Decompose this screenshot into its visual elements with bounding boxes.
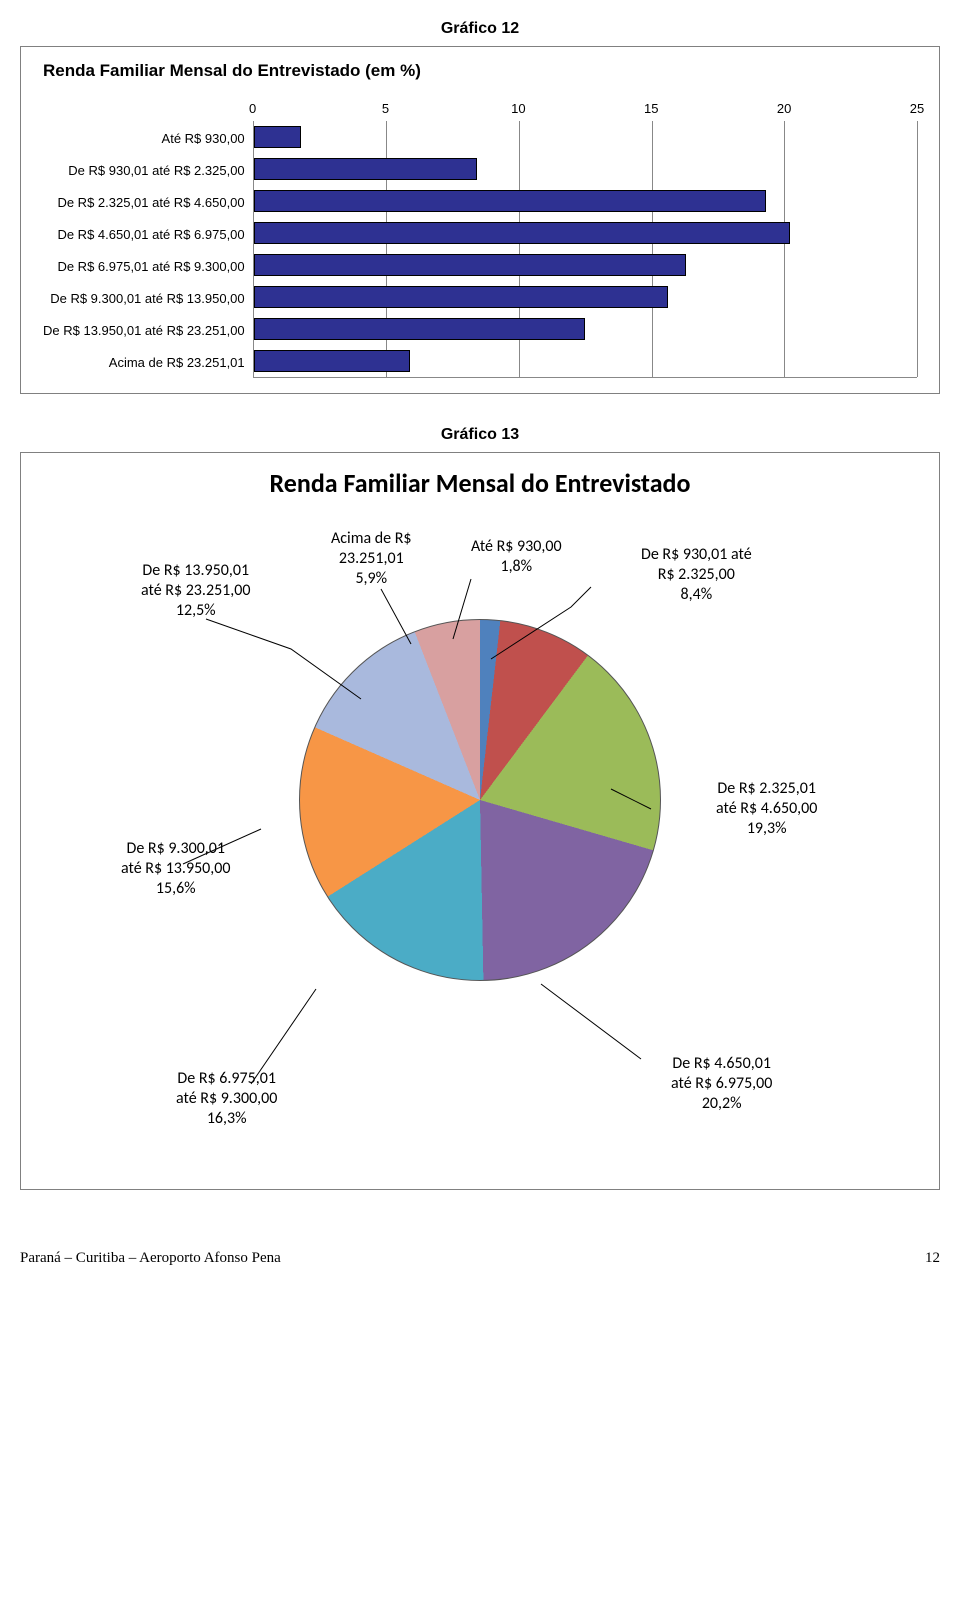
pie-callout: Acima de R$23.251,015,9%	[331, 529, 412, 589]
chart12-x-axis: 0510152025	[253, 101, 917, 121]
chart12-plot: 0510152025	[253, 101, 917, 379]
chart12-category: De R$ 2.325,01 até R$ 4.650,00	[43, 187, 245, 219]
chart12-gridline	[652, 121, 653, 377]
chart12-bar	[254, 126, 302, 148]
pie-callout: De R$ 4.650,01até R$ 6.975,0020,2%	[671, 1054, 772, 1114]
chart12-x-tick: 25	[910, 101, 924, 116]
chart13-box: Renda Familiar Mensal do Entrevistado Ac…	[20, 452, 940, 1190]
chart12-x-tick: 5	[382, 101, 389, 116]
chart12-heading: Gráfico 12	[20, 20, 940, 38]
pie-callout: De R$ 6.975,01até R$ 9.300,0016,3%	[176, 1069, 277, 1129]
pie-wrap	[299, 619, 661, 981]
footer-left: Paraná – Curitiba – Aeroporto Afonso Pen…	[20, 1250, 281, 1267]
chart12-bar	[254, 254, 687, 276]
chart12-box: Renda Familiar Mensal do Entrevistado (e…	[20, 46, 940, 394]
chart12-category: Acima de R$ 23.251,01	[43, 347, 245, 379]
pie-callout: De R$ 13.950,01até R$ 23.251,0012,5%	[141, 561, 251, 621]
chart13-heading: Gráfico 13	[20, 426, 940, 444]
leader-line	[541, 984, 641, 1059]
page-footer: Paraná – Curitiba – Aeroporto Afonso Pen…	[20, 1250, 940, 1267]
chart12-category-labels: Até R$ 930,00De R$ 930,01 até R$ 2.325,0…	[43, 101, 253, 379]
chart12-category: Até R$ 930,00	[43, 123, 245, 155]
chart12-category: De R$ 13.950,01 até R$ 23.251,00	[43, 315, 245, 347]
chart12-title: Renda Familiar Mensal do Entrevistado (e…	[43, 61, 917, 81]
chart12-x-tick: 20	[777, 101, 791, 116]
chart12-bar	[254, 286, 668, 308]
chart12-bar	[254, 158, 477, 180]
chart12-x-tick: 0	[249, 101, 256, 116]
footer-page-number: 12	[925, 1250, 940, 1267]
chart13-body: Acima de R$23.251,015,9% Até R$ 930,001,8…	[31, 529, 929, 1169]
chart12-bar	[254, 222, 790, 244]
pie-callout: De R$ 930,01 atéR$ 2.325,008,4%	[641, 545, 752, 605]
chart12-area: Até R$ 930,00De R$ 930,01 até R$ 2.325,0…	[43, 101, 917, 379]
chart12-bars	[253, 121, 917, 378]
pie-callout: De R$ 9.300,01até R$ 13.950,0015,6%	[121, 839, 231, 899]
chart12-x-tick: 15	[644, 101, 658, 116]
chart12-category: De R$ 4.650,01 até R$ 6.975,00	[43, 219, 245, 251]
pie-chart	[299, 619, 661, 981]
chart12-category: De R$ 9.300,01 até R$ 13.950,00	[43, 283, 245, 315]
chart12-bar	[254, 350, 411, 372]
pie-callout: De R$ 2.325,01até R$ 4.650,0019,3%	[716, 779, 817, 839]
chart12-gridline	[784, 121, 785, 377]
chart12-bar	[254, 190, 766, 212]
chart12-category: De R$ 930,01 até R$ 2.325,00	[43, 155, 245, 187]
chart12-bar	[254, 318, 586, 340]
chart12-gridline	[917, 121, 918, 377]
chart12-x-tick: 10	[511, 101, 525, 116]
chart13-title: Renda Familiar Mensal do Entrevistado	[31, 467, 929, 499]
pie-callout: Até R$ 930,001,8%	[471, 537, 562, 577]
chart12-category: De R$ 6.975,01 até R$ 9.300,00	[43, 251, 245, 283]
